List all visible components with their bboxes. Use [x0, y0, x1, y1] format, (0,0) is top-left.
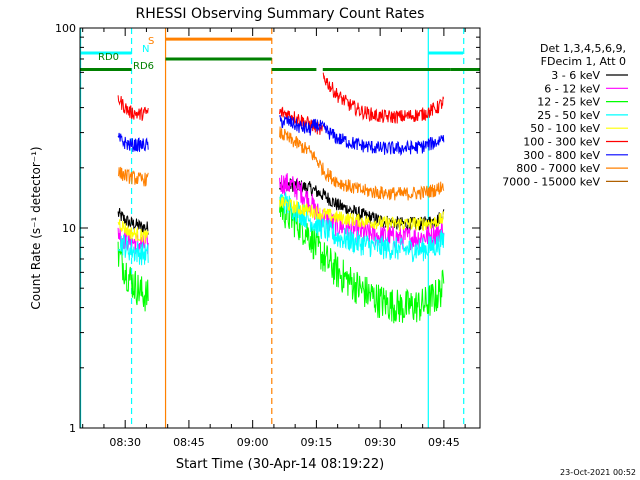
legend-header-line-2: FDecim 1, Att 0 — [541, 55, 626, 68]
series-line-1-segment-2 — [279, 178, 445, 231]
series-line-4-segment-1 — [117, 234, 149, 266]
x-tick-label-0915: 09:15 — [301, 436, 333, 449]
plot-area: SN RD0 RD6 1 10 100 08:30 08:45 09:00 09:15 09:30 0… — [55, 22, 481, 449]
legend-label-1: 3 - 6 keV — [551, 69, 600, 82]
legend-label-2: 6 - 12 keV — [544, 82, 600, 95]
y-tick-label-100: 100 — [55, 22, 76, 35]
series-line-5-segment-2 — [279, 196, 445, 232]
series-line-6-segment-1 — [117, 95, 149, 121]
legend-label-7: 300 - 800 keV — [523, 149, 600, 162]
legend-label-4: 25 - 50 keV — [537, 109, 600, 122]
series-300-800-kev — [117, 114, 445, 156]
legend: Det 1,3,4,5,6,9, FDecim 1, Att 0 3 - 6 k… — [502, 42, 628, 188]
series-line-8-segment-1 — [117, 166, 149, 187]
x-tick-label-0900: 09:00 — [237, 436, 269, 449]
series-line-3-segment-1 — [117, 241, 149, 312]
footer-timestamp: 23-Oct-2021 00:52 — [560, 468, 636, 477]
series-12-25-kev — [117, 196, 445, 324]
legend-label-3: 12 - 25 keV — [537, 96, 600, 109]
flag-label-rd6: RD6 — [133, 61, 154, 72]
series-line-7-segment-1 — [117, 132, 149, 153]
series-line-1-segment-1 — [117, 208, 149, 235]
series-line-8-segment-2 — [279, 126, 445, 201]
x-tick-label-0845: 08:45 — [173, 436, 205, 449]
series-800-7000-kev — [117, 126, 445, 201]
series-line-5-segment-1 — [117, 219, 149, 244]
legend-label-8: 800 - 7000 keV — [516, 162, 600, 175]
flag-label-s: S — [148, 36, 154, 47]
flag-label-rd0: RD0 — [98, 52, 119, 63]
series-50-100-kev — [117, 196, 445, 244]
legend-header-line-1: Det 1,3,4,5,6,9, — [540, 42, 626, 55]
x-axis-label: Start Time (30-Apr-14 08:19:22) — [176, 457, 384, 472]
x-tick-label-0945: 09:45 — [428, 436, 460, 449]
series-3-6-kev — [117, 178, 445, 235]
y-tick-label-1: 1 — [69, 422, 76, 435]
flag-label-n: N — [142, 44, 149, 55]
chart-title: RHESSI Observing Summary Count Rates — [136, 6, 425, 22]
series-line-7-segment-2 — [279, 114, 445, 156]
x-tick-label-0830: 08:30 — [109, 436, 141, 449]
series-line-6-segment-3 — [322, 72, 445, 124]
legend-label-6: 100 - 300 keV — [523, 136, 600, 149]
y-axis-label: Count Rate (s⁻¹ detector⁻¹) — [29, 146, 43, 309]
legend-label-9: 7000 - 15000 keV — [502, 175, 600, 188]
series-line-3-segment-2 — [279, 196, 445, 324]
legend-label-5: 50 - 100 keV — [530, 122, 600, 135]
y-tick-label-10: 10 — [62, 222, 76, 235]
x-tick-label-0930: 09:30 — [364, 436, 396, 449]
